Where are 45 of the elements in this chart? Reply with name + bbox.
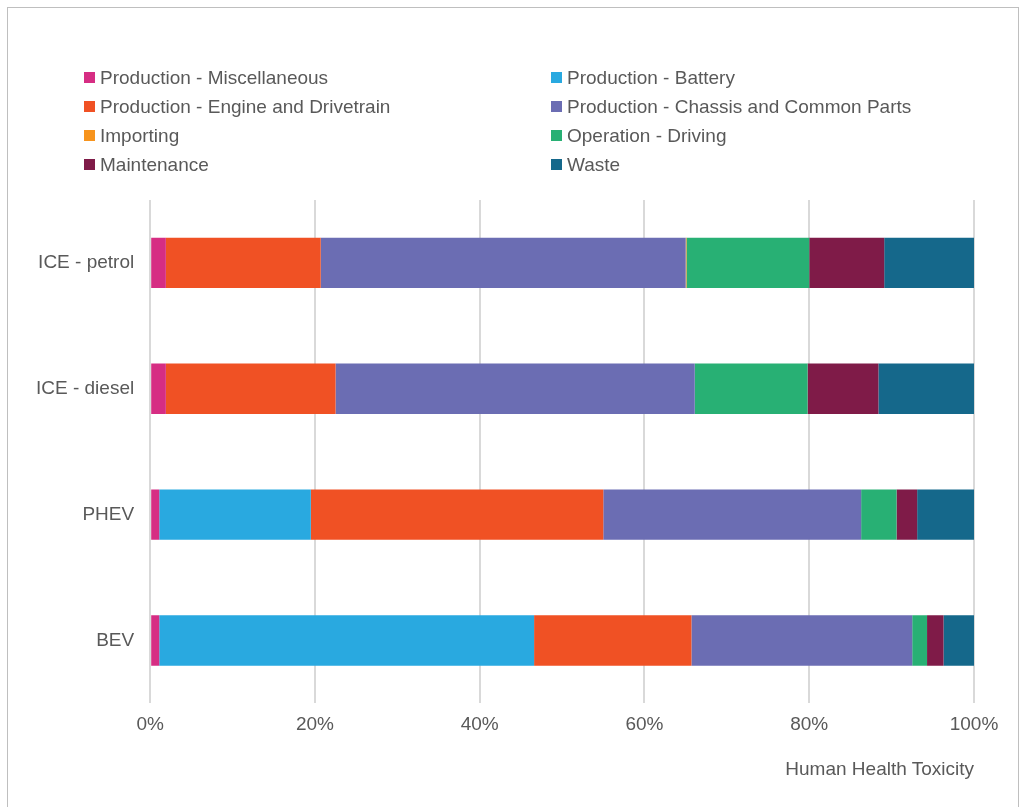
legend-label: Production - Engine and Drivetrain bbox=[100, 95, 391, 118]
bar bbox=[884, 237, 974, 289]
x-tick-label: 40% bbox=[460, 713, 499, 735]
bar bbox=[809, 237, 885, 289]
legend-label: Production - Chassis and Common Parts bbox=[567, 95, 912, 118]
legend-label: Maintenance bbox=[100, 153, 209, 176]
x-tick-label: 100% bbox=[949, 713, 999, 735]
bar bbox=[943, 615, 974, 666]
bar bbox=[151, 237, 166, 289]
bar bbox=[159, 615, 535, 666]
bar bbox=[534, 615, 692, 666]
bar bbox=[159, 489, 311, 540]
bar bbox=[927, 615, 944, 666]
bar bbox=[896, 489, 918, 540]
y-tick-label: PHEV bbox=[82, 502, 135, 524]
bar bbox=[694, 363, 808, 414]
legend-label: Production - Battery bbox=[567, 66, 735, 89]
bar bbox=[320, 237, 686, 289]
bar bbox=[878, 363, 974, 414]
bar bbox=[165, 237, 321, 289]
bar bbox=[165, 363, 336, 414]
y-tick-label: BEV bbox=[96, 628, 135, 650]
x-tick-label: 20% bbox=[295, 713, 335, 735]
legend-label: Production - Miscellaneous bbox=[100, 66, 329, 89]
bar bbox=[912, 615, 928, 666]
bar bbox=[917, 489, 974, 540]
legend-label: Operation - Driving bbox=[567, 124, 727, 147]
bar bbox=[807, 363, 879, 414]
bar bbox=[151, 489, 160, 540]
bar bbox=[335, 363, 695, 414]
bar bbox=[151, 363, 166, 414]
x-axis-title: Human Health Toxicity bbox=[785, 757, 975, 779]
bar bbox=[151, 615, 160, 666]
x-tick-label: 80% bbox=[790, 713, 829, 735]
y-tick-label: ICE - diesel bbox=[36, 377, 135, 399]
bar bbox=[686, 237, 810, 289]
bar bbox=[861, 489, 897, 540]
bar bbox=[691, 615, 913, 666]
legend-label: Waste bbox=[567, 153, 621, 176]
legend-label: Importing bbox=[100, 124, 180, 147]
bar bbox=[310, 489, 604, 540]
bar bbox=[603, 489, 862, 540]
y-tick-label: ICE - petrol bbox=[38, 251, 135, 273]
x-tick-label: 60% bbox=[625, 713, 664, 735]
x-tick-label: 0% bbox=[136, 713, 165, 735]
